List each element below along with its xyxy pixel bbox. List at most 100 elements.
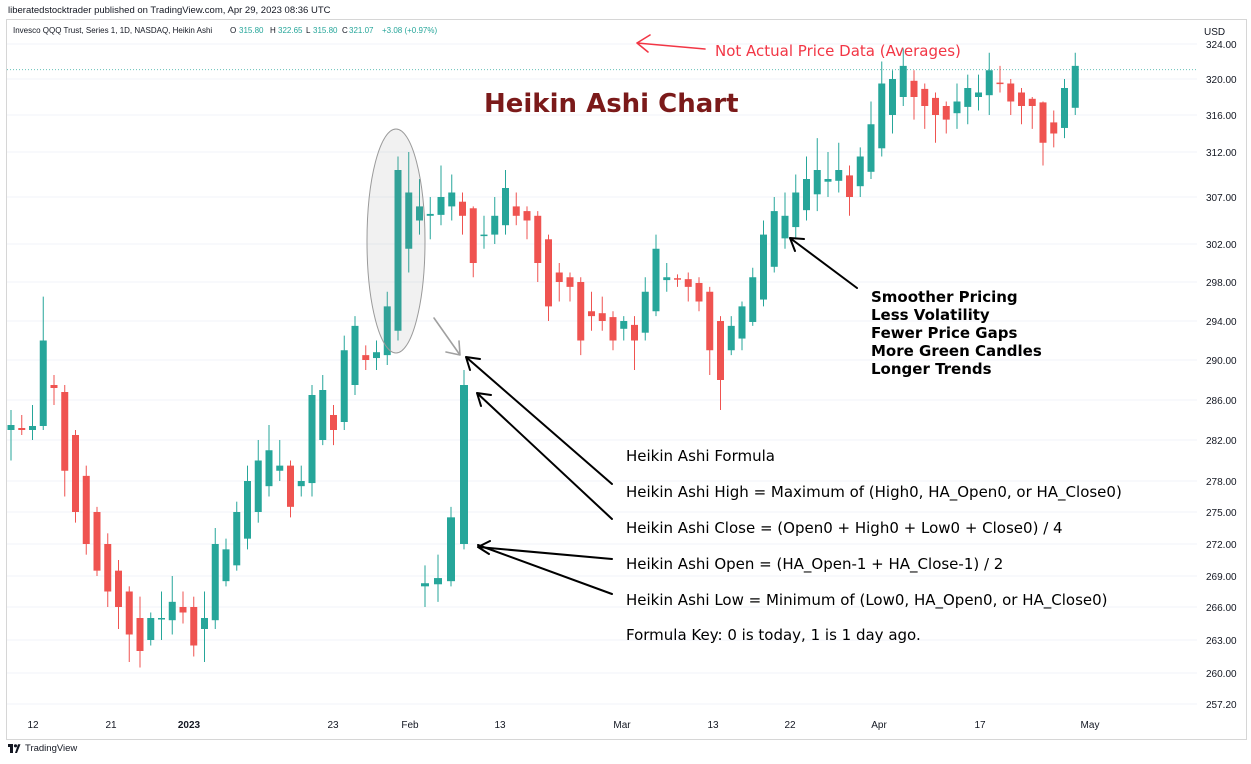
candle[interactable] bbox=[416, 179, 423, 235]
candle[interactable] bbox=[835, 142, 843, 193]
candle[interactable] bbox=[717, 316, 724, 410]
candle[interactable] bbox=[932, 92, 939, 143]
candle[interactable] bbox=[620, 316, 628, 341]
candle[interactable] bbox=[330, 405, 337, 446]
candle[interactable] bbox=[663, 263, 671, 292]
candle[interactable] bbox=[254, 440, 262, 523]
candle[interactable] bbox=[609, 311, 617, 351]
candle[interactable] bbox=[340, 335, 348, 430]
candle[interactable] bbox=[72, 430, 79, 523]
candle[interactable] bbox=[18, 415, 26, 435]
candle[interactable] bbox=[297, 465, 305, 497]
candle[interactable] bbox=[136, 596, 144, 668]
candle[interactable] bbox=[7, 410, 15, 461]
price-axis[interactable]: 324.00 320.00 316.00 312.00 307.00 302.00 298.… bbox=[1206, 40, 1237, 711]
candle[interactable] bbox=[867, 101, 875, 180]
candle[interactable] bbox=[168, 576, 176, 635]
candle[interactable] bbox=[480, 215, 488, 249]
candle[interactable] bbox=[878, 61, 886, 157]
candle[interactable] bbox=[760, 220, 767, 307]
candle[interactable] bbox=[244, 465, 251, 550]
candle[interactable] bbox=[201, 591, 208, 663]
candle[interactable] bbox=[856, 147, 864, 197]
candle[interactable] bbox=[222, 538, 230, 587]
candle[interactable] bbox=[491, 197, 499, 244]
candle[interactable] bbox=[545, 234, 552, 321]
candle[interactable] bbox=[684, 272, 692, 302]
candle[interactable] bbox=[534, 211, 542, 282]
candle[interactable] bbox=[996, 65, 1004, 93]
candle[interactable] bbox=[351, 316, 359, 395]
candle[interactable] bbox=[975, 74, 982, 111]
candle[interactable] bbox=[577, 277, 585, 356]
candles-layer[interactable] bbox=[7, 48, 1079, 668]
candle[interactable] bbox=[383, 291, 391, 365]
candle[interactable] bbox=[706, 286, 714, 375]
tradingview-branding[interactable]: TradingView bbox=[8, 743, 77, 754]
candle[interactable] bbox=[824, 152, 832, 197]
candle[interactable] bbox=[953, 83, 961, 129]
candle[interactable] bbox=[82, 465, 90, 555]
candle[interactable] bbox=[1071, 52, 1079, 115]
candle[interactable] bbox=[674, 274, 681, 287]
candle[interactable] bbox=[179, 591, 187, 624]
candle[interactable] bbox=[448, 174, 456, 221]
candle[interactable] bbox=[502, 170, 509, 235]
candle[interactable] bbox=[158, 591, 165, 641]
candle[interactable] bbox=[125, 586, 133, 662]
candle[interactable] bbox=[641, 277, 649, 341]
candle[interactable] bbox=[695, 277, 703, 312]
candle[interactable] bbox=[512, 192, 520, 226]
candle[interactable] bbox=[846, 165, 853, 216]
candle[interactable] bbox=[1050, 110, 1058, 148]
candle[interactable] bbox=[1039, 101, 1047, 166]
candle[interactable] bbox=[803, 156, 810, 221]
candle[interactable] bbox=[813, 138, 821, 212]
candle[interactable] bbox=[373, 340, 380, 371]
candle[interactable] bbox=[362, 345, 370, 370]
candle[interactable] bbox=[1007, 79, 1015, 115]
candle[interactable] bbox=[738, 301, 746, 351]
candle[interactable] bbox=[523, 206, 531, 240]
candle[interactable] bbox=[781, 192, 789, 249]
candle[interactable] bbox=[588, 291, 595, 331]
candle[interactable] bbox=[29, 405, 36, 440]
candle[interactable] bbox=[985, 52, 993, 115]
candle[interactable] bbox=[276, 440, 284, 481]
candle[interactable] bbox=[899, 48, 907, 106]
candle[interactable] bbox=[1028, 97, 1036, 129]
candle[interactable] bbox=[426, 197, 434, 240]
candle[interactable] bbox=[308, 385, 316, 497]
candle[interactable] bbox=[749, 267, 757, 326]
candle[interactable] bbox=[190, 596, 198, 657]
candle[interactable] bbox=[770, 197, 778, 273]
candle[interactable] bbox=[910, 70, 918, 120]
candle[interactable] bbox=[1061, 79, 1068, 139]
candle[interactable] bbox=[39, 296, 47, 430]
candle[interactable] bbox=[727, 316, 735, 356]
candle[interactable] bbox=[437, 165, 445, 226]
candle[interactable] bbox=[889, 70, 896, 134]
candle[interactable] bbox=[394, 156, 402, 341]
candle[interactable] bbox=[921, 83, 929, 129]
candle[interactable] bbox=[652, 234, 660, 317]
candle[interactable] bbox=[469, 206, 477, 278]
candle[interactable] bbox=[287, 460, 294, 518]
candle[interactable] bbox=[147, 612, 155, 646]
time-axis[interactable]: 12 21 2023 23 Feb 13 Mar 13 22 Apr 17 May bbox=[27, 720, 1099, 731]
candle[interactable] bbox=[631, 316, 638, 370]
candle[interactable] bbox=[792, 174, 800, 240]
candle[interactable] bbox=[50, 375, 58, 405]
candle[interactable] bbox=[459, 192, 466, 235]
candle[interactable] bbox=[265, 425, 273, 497]
candle[interactable] bbox=[211, 528, 219, 629]
candle[interactable] bbox=[555, 263, 563, 302]
candle[interactable] bbox=[405, 152, 413, 273]
candle[interactable] bbox=[61, 385, 69, 497]
candle[interactable] bbox=[104, 533, 112, 607]
candle[interactable] bbox=[115, 560, 122, 629]
candle[interactable] bbox=[1018, 88, 1025, 125]
candle[interactable] bbox=[233, 501, 241, 571]
symbol-info[interactable]: Invesco QQQ Trust, Series 1, 1D, NASDAQ,… bbox=[13, 26, 212, 35]
